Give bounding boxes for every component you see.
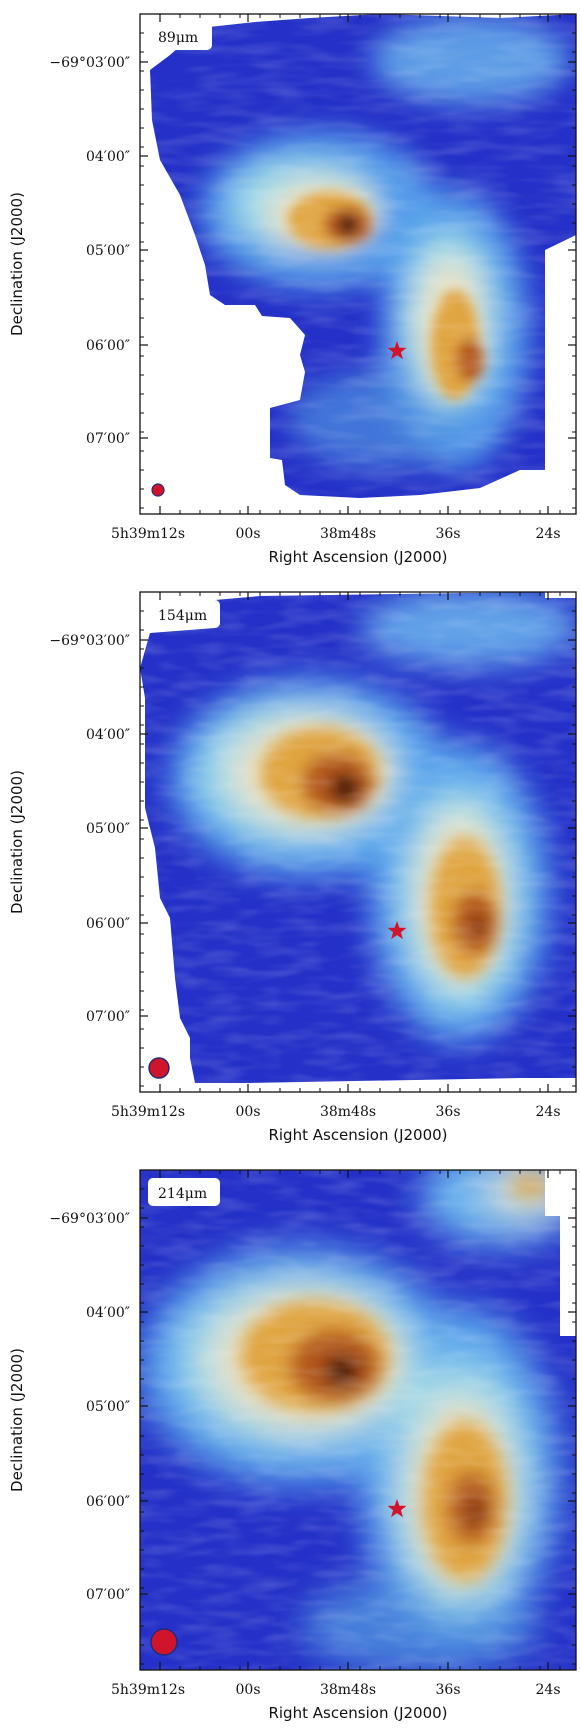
band-label: 89μm bbox=[158, 30, 198, 46]
x-tick-label: 36s bbox=[436, 1104, 461, 1120]
y-tick-label: 04′00″ bbox=[86, 149, 130, 165]
beam-size-circle bbox=[151, 483, 165, 497]
y-tick-label: 07′00″ bbox=[86, 1587, 130, 1603]
x-tick-label: 38m48s bbox=[320, 1104, 376, 1120]
x-axis-label: Right Ascension (J2000) bbox=[268, 548, 447, 566]
y-tick-label: −69°03′00″ bbox=[49, 55, 130, 71]
panel-214um: 214μm −69°03′00″ 04′00″ 05′00″ 06′00″ 07… bbox=[0, 1156, 580, 1733]
x-axis-label: Right Ascension (J2000) bbox=[268, 1126, 447, 1144]
map-214um-svg: 214μm −69°03′00″ 04′00″ 05′00″ 06′00″ 07… bbox=[8, 1169, 577, 1722]
x-tick-label: 24s bbox=[536, 526, 561, 542]
x-tick-label: 00s bbox=[236, 1682, 261, 1698]
y-tick-label: 04′00″ bbox=[86, 1305, 130, 1321]
axes-frame-214um bbox=[139, 1169, 577, 1671]
panel-154um: 154μm −69°03′00″ 04′00″ 05′00″ 06′00″ 07… bbox=[0, 578, 580, 1155]
minor-ticks bbox=[140, 1170, 576, 1670]
band-label: 154μm bbox=[158, 608, 207, 624]
band-badge-154um: 154μm bbox=[148, 600, 220, 628]
x-tick-label: 36s bbox=[436, 526, 461, 542]
minor-ticks bbox=[140, 592, 576, 1092]
y-tick-label: 05′00″ bbox=[86, 821, 130, 837]
intensity-map-89um bbox=[150, 14, 576, 498]
map-89um-svg: 89μm −69°03′00″ 04′00″ 05′00″ 06′00″ 07′… bbox=[8, 13, 577, 566]
y-tick-label: 06′00″ bbox=[86, 1494, 130, 1510]
beam-size-circle bbox=[150, 1628, 178, 1656]
panel-89um: 89μm −69°03′00″ 04′00″ 05′00″ 06′00″ 07′… bbox=[0, 0, 580, 577]
band-badge-214um: 214μm bbox=[148, 1178, 220, 1206]
map-154um-svg: 154μm −69°03′00″ 04′00″ 05′00″ 06′00″ 07… bbox=[8, 591, 577, 1144]
y-tick-label: 04′00″ bbox=[86, 727, 130, 743]
x-tick-label: 5h39m12s bbox=[111, 526, 185, 542]
x-tick-label: 5h39m12s bbox=[111, 1682, 185, 1698]
y-tick-label: 05′00″ bbox=[86, 243, 130, 259]
x-tick-label: 00s bbox=[236, 526, 261, 542]
y-tick-label: −69°03′00″ bbox=[49, 1211, 130, 1227]
x-tick-label: 36s bbox=[436, 1682, 461, 1698]
x-tick-label: 24s bbox=[536, 1682, 561, 1698]
y-axis-label: Declination (J2000) bbox=[8, 770, 26, 914]
y-tick-label: −69°03′00″ bbox=[49, 633, 130, 649]
band-label: 214μm bbox=[158, 1186, 207, 1202]
x-tick-label: 38m48s bbox=[320, 526, 376, 542]
intensity-map-154um bbox=[140, 592, 576, 1083]
x-tick-label: 24s bbox=[536, 1104, 561, 1120]
x-tick-label: 5h39m12s bbox=[111, 1104, 185, 1120]
x-axis-label: Right Ascension (J2000) bbox=[268, 1704, 447, 1722]
y-axis-label: Declination (J2000) bbox=[8, 1348, 26, 1492]
red-star-marker bbox=[387, 341, 407, 360]
y-tick-label: 07′00″ bbox=[86, 1009, 130, 1025]
y-axis-label: Declination (J2000) bbox=[8, 192, 26, 336]
y-tick-label: 05′00″ bbox=[86, 1399, 130, 1415]
intensity-map-214um bbox=[140, 1170, 576, 1670]
y-tick-label: 06′00″ bbox=[86, 916, 130, 932]
x-tick-label: 38m48s bbox=[320, 1682, 376, 1698]
axes-frame-89um bbox=[139, 13, 577, 515]
axes-frame-154um bbox=[139, 591, 577, 1093]
beam-size-circle bbox=[148, 1057, 170, 1079]
red-star-marker bbox=[387, 1499, 407, 1518]
x-tick-label: 00s bbox=[236, 1104, 261, 1120]
band-badge-89um: 89μm bbox=[148, 22, 212, 50]
y-tick-label: 07′00″ bbox=[86, 431, 130, 447]
minor-ticks bbox=[140, 14, 576, 514]
y-tick-label: 06′00″ bbox=[86, 338, 130, 354]
red-star-marker bbox=[387, 921, 407, 940]
